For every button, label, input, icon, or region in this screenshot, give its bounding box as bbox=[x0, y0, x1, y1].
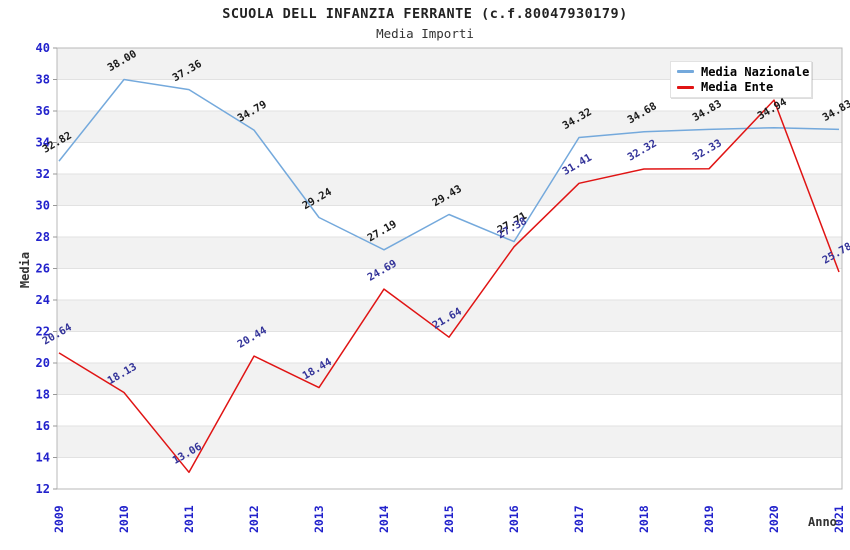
x-tick-label: 2019 bbox=[702, 505, 716, 533]
chart-subtitle: Media Importi bbox=[376, 26, 474, 41]
grid-band bbox=[57, 174, 842, 206]
grid-band bbox=[57, 111, 842, 143]
legend-line-swatch-ente-icon bbox=[677, 85, 694, 89]
x-tick-label: 2013 bbox=[312, 505, 326, 533]
y-tick-label: 36 bbox=[36, 104, 50, 118]
y-tick-label: 34 bbox=[36, 136, 50, 150]
y-tick-label: 32 bbox=[36, 167, 50, 181]
legend-item-media-ente: Media Ente bbox=[671, 80, 811, 94]
y-tick-label: 14 bbox=[36, 451, 50, 465]
legend-label-nazionale: Media Nazionale bbox=[701, 64, 810, 79]
grid-band bbox=[57, 237, 842, 269]
x-tick-label: 2018 bbox=[637, 505, 651, 533]
series-line-nazionale bbox=[58, 78, 840, 251]
y-tick-label: 30 bbox=[36, 199, 50, 213]
x-axis-title: Anno bbox=[808, 515, 837, 529]
legend-item-media-nazionale: Media Nazionale bbox=[671, 65, 811, 79]
x-tick-label: 2010 bbox=[117, 505, 131, 533]
x-tick-label: 2015 bbox=[442, 505, 456, 533]
x-tick-label: 2021 bbox=[832, 505, 846, 533]
y-tick-label: 24 bbox=[36, 293, 50, 307]
legend: Media Nazionale Media Ente bbox=[670, 61, 812, 98]
y-tick-label: 22 bbox=[36, 325, 50, 339]
x-tick-label: 2016 bbox=[507, 505, 521, 533]
legend-line-swatch-nazionale-icon bbox=[677, 70, 694, 74]
x-tick-label: 2017 bbox=[572, 505, 586, 533]
legend-label-ente: Media Ente bbox=[701, 80, 774, 95]
grid-band bbox=[57, 426, 842, 458]
grid-band bbox=[57, 363, 842, 395]
y-tick-label: 40 bbox=[36, 41, 50, 55]
x-tick-label: 2011 bbox=[182, 505, 196, 533]
x-tick-label: 2014 bbox=[377, 505, 391, 533]
y-tick-label: 16 bbox=[36, 419, 50, 433]
y-tick-label: 18 bbox=[36, 388, 50, 402]
y-tick-label: 28 bbox=[36, 230, 50, 244]
y-tick-label: 12 bbox=[36, 482, 50, 496]
chart-title: SCUOLA DELL INFANZIA FERRANTE (c.f.80047… bbox=[222, 6, 628, 22]
grid-band bbox=[57, 300, 842, 332]
y-tick-label: 20 bbox=[36, 356, 50, 370]
y-tick-label: 38 bbox=[36, 73, 50, 87]
y-axis-title: Media bbox=[18, 251, 33, 289]
series-line-ente bbox=[58, 99, 840, 474]
y-tick-label: 26 bbox=[36, 262, 50, 276]
x-tick-label: 2012 bbox=[247, 505, 261, 533]
x-tick-label: 2020 bbox=[767, 505, 781, 533]
x-tick-label: 2009 bbox=[52, 505, 66, 533]
